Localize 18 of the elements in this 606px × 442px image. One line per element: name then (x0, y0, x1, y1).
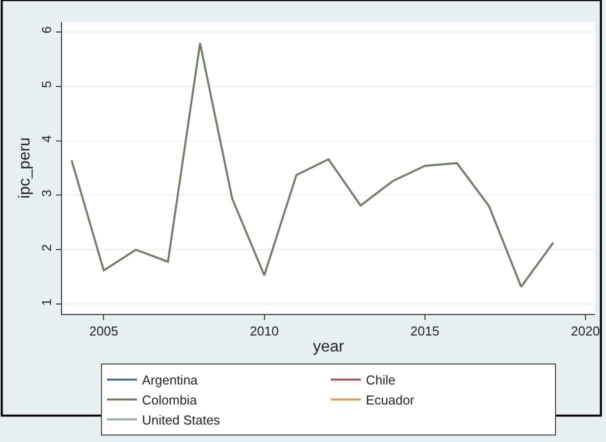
legend-label: Ecuador (366, 392, 415, 408)
line-series (70, 42, 554, 288)
legend-label: Chile (366, 372, 396, 388)
x-tick-label: 2010 (250, 324, 279, 339)
x-tick-label: 2015 (410, 324, 440, 339)
y-axis-title: ipc_peru (16, 137, 34, 199)
x-tick-label: 2020 (570, 324, 600, 339)
legend-label: United States (142, 412, 221, 428)
y-tick-label: 4 (38, 135, 54, 142)
y-tick-label: 1 (38, 298, 54, 306)
legend-label: Argentina (142, 372, 198, 388)
legend-label: Colombia (142, 392, 198, 408)
x-tick-label: 2005 (89, 324, 118, 339)
y-tick-label: 3 (38, 190, 54, 197)
y-tick-label: 5 (38, 80, 54, 88)
y-tick-label: 2 (38, 244, 54, 252)
x-axis-title: year (312, 338, 345, 356)
y-tick-label: 6 (38, 26, 54, 34)
